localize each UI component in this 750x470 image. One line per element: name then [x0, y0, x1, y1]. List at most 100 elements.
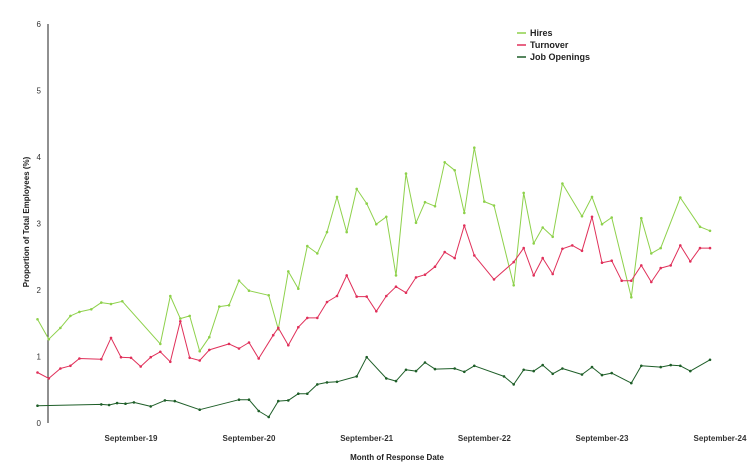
data-point — [375, 222, 378, 226]
data-point — [109, 302, 113, 306]
data-point — [159, 342, 162, 346]
data-point — [532, 242, 535, 245]
data-point — [630, 296, 633, 299]
data-point — [119, 355, 123, 359]
data-point — [463, 211, 466, 215]
data-point — [512, 383, 515, 386]
data-point — [580, 214, 584, 218]
data-point — [335, 380, 339, 384]
data-point — [404, 172, 408, 175]
data-point — [139, 365, 142, 368]
data-point — [492, 278, 496, 281]
data-point — [414, 221, 418, 225]
data-point — [306, 244, 309, 248]
data-point — [385, 377, 388, 380]
x-axis-title: Month of Response Date — [350, 453, 444, 462]
data-point — [512, 284, 515, 287]
data-point — [59, 326, 62, 330]
data-point — [423, 361, 427, 364]
data-point — [433, 204, 437, 208]
legend-label: Hires — [530, 28, 553, 38]
series-hires — [36, 146, 712, 353]
x-axis-ticks: September-19 September-20 September-21 Sept… — [105, 434, 747, 443]
series-line — [37, 216, 710, 379]
data-point — [365, 295, 369, 298]
data-point — [708, 358, 712, 362]
data-point — [590, 365, 594, 369]
data-point — [47, 377, 51, 380]
data-point — [47, 337, 51, 341]
data-point — [78, 357, 81, 360]
data-point — [669, 264, 672, 267]
data-point — [365, 355, 369, 359]
data-point — [689, 260, 692, 263]
data-point — [580, 373, 584, 376]
data-point — [297, 287, 300, 291]
y-tick-label: 4 — [37, 153, 42, 162]
data-point — [237, 347, 241, 350]
data-point — [600, 222, 604, 226]
data-point — [173, 399, 177, 403]
data-point — [404, 368, 408, 372]
data-point — [522, 191, 525, 195]
data-point — [257, 357, 261, 360]
data-point — [698, 246, 702, 250]
data-point — [620, 279, 623, 283]
x-tick-label: September-21 — [340, 434, 393, 443]
data-point — [433, 265, 437, 269]
data-point — [659, 266, 662, 270]
data-point — [247, 289, 251, 293]
data-point — [463, 370, 466, 374]
data-point — [297, 325, 300, 329]
data-point — [561, 182, 564, 185]
data-point — [463, 224, 466, 227]
data-point — [208, 348, 211, 352]
data-point — [271, 333, 275, 337]
data-point — [689, 369, 692, 373]
data-point — [698, 225, 702, 229]
x-tick-label: September-24 — [694, 434, 747, 443]
data-point — [100, 403, 103, 406]
data-point — [36, 371, 39, 374]
data-point — [316, 316, 319, 320]
data-point — [277, 326, 280, 330]
data-point — [325, 230, 329, 234]
data-point — [502, 375, 506, 378]
data-point — [610, 259, 613, 263]
data-point — [522, 368, 525, 372]
y-tick-label: 0 — [37, 419, 42, 428]
data-point — [659, 246, 662, 250]
data-point — [132, 401, 136, 404]
data-point — [492, 204, 496, 207]
data-point — [453, 169, 457, 172]
data-point — [267, 415, 271, 419]
data-point — [423, 200, 427, 204]
data-point — [179, 317, 182, 320]
legend-label: Job Openings — [530, 52, 590, 62]
data-point — [149, 405, 152, 408]
series-layer — [36, 146, 712, 419]
data-point — [532, 274, 535, 277]
data-point — [188, 356, 191, 360]
series-line — [37, 356, 711, 418]
data-point — [227, 342, 231, 346]
data-point — [355, 375, 359, 378]
data-point — [590, 195, 594, 199]
data-point — [541, 363, 544, 367]
data-point — [708, 246, 712, 250]
data-point — [179, 320, 182, 323]
data-point — [561, 367, 564, 370]
data-point — [385, 215, 388, 219]
data-point — [708, 229, 712, 233]
data-point — [335, 195, 339, 199]
data-point — [297, 392, 300, 396]
data-point — [541, 226, 544, 229]
data-point — [394, 274, 398, 277]
data-point — [551, 235, 554, 239]
data-point — [600, 261, 604, 265]
data-point — [551, 372, 554, 376]
data-point — [483, 200, 486, 203]
data-point — [355, 295, 359, 298]
data-point — [109, 336, 113, 340]
data-point — [453, 256, 457, 260]
